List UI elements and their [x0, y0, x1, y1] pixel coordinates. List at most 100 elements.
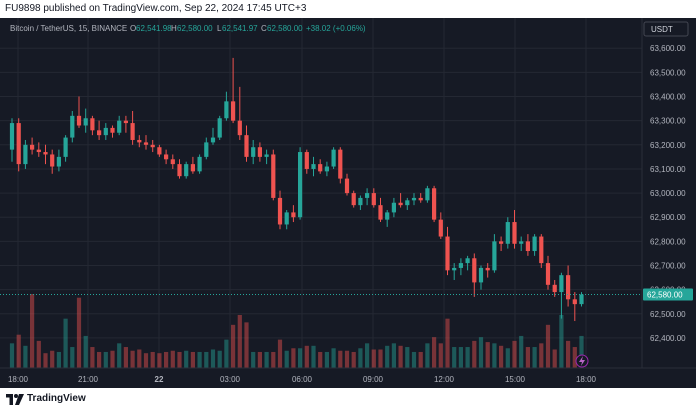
candle — [277, 190, 283, 230]
volume-bar — [70, 347, 75, 368]
candle — [298, 147, 303, 220]
candle — [30, 137, 35, 155]
candle — [217, 115, 222, 140]
candle-body — [338, 149, 343, 179]
volume-bar — [157, 353, 162, 368]
price-tick-label: 63,600.00 — [650, 44, 686, 53]
volume-bar — [438, 343, 443, 368]
candle-body — [311, 164, 316, 169]
candle — [117, 115, 122, 136]
volume-bar — [130, 350, 135, 368]
price-tick-label: 62,400.00 — [650, 334, 686, 343]
volume-bar — [432, 337, 437, 368]
candle-body — [391, 202, 396, 213]
candle-body — [552, 284, 557, 293]
price-tick-label: 63,500.00 — [650, 68, 686, 77]
chart-panel[interactable]: Bitcoin / TetherUS, 15, BINANCE O 62,541… — [0, 18, 696, 388]
candle-body — [532, 236, 537, 252]
candle — [371, 188, 376, 208]
volume-bar — [204, 351, 209, 368]
candle-body — [63, 137, 68, 157]
volume-bar — [123, 347, 128, 368]
volume-bar — [579, 335, 584, 368]
candle — [110, 125, 115, 138]
candle-body — [398, 202, 403, 206]
candle-body — [76, 115, 82, 126]
volume-bar — [371, 349, 376, 368]
candle-body — [143, 142, 149, 145]
volume-bar — [50, 350, 55, 368]
volume-bar — [298, 348, 303, 368]
currency-button[interactable] — [643, 21, 689, 37]
volume-bar — [572, 347, 577, 368]
candle-body — [351, 193, 356, 206]
time-axis[interactable]: 18:00 21:00 22 03:00 06:00 09:00 12:00 15:00 18:… — [8, 375, 597, 384]
volume-bar — [458, 347, 463, 368]
candle-body — [445, 236, 450, 271]
candle-body — [291, 212, 296, 218]
candle-body — [298, 152, 303, 218]
candle — [572, 292, 577, 322]
candle — [519, 236, 524, 252]
candle-body — [16, 123, 21, 165]
volume-bar — [291, 348, 296, 368]
volume-bar — [110, 350, 115, 368]
candle-body — [458, 263, 463, 268]
candlestick-chart[interactable]: Bitcoin / TetherUS, 15, BINANCE O 62,541… — [0, 18, 696, 388]
candle-body — [237, 120, 242, 136]
price-tick-label: 63,100.00 — [650, 165, 686, 174]
volume-bar — [445, 318, 450, 368]
candle — [418, 193, 423, 203]
volume-bar — [56, 351, 61, 368]
volume-bar — [525, 347, 530, 368]
candle-body — [50, 154, 55, 167]
volume-bar — [539, 343, 544, 368]
volume-bar — [23, 345, 28, 368]
volume-bar — [358, 348, 363, 368]
candle — [257, 142, 262, 162]
candle-body — [425, 188, 430, 201]
candle-body — [184, 164, 189, 177]
volume-bar — [30, 294, 35, 368]
price-tick-label: 62,900.00 — [650, 213, 686, 222]
volume-bar — [137, 349, 142, 368]
candles — [9, 57, 584, 322]
ohlc-c-value: 62,580.00 — [267, 24, 303, 33]
candle — [204, 137, 209, 160]
ohlc-l-value: 62,541.97 — [222, 24, 258, 33]
lightning-icon[interactable] — [575, 354, 589, 368]
candle-body — [485, 267, 490, 271]
currency-label: USDT — [651, 25, 673, 34]
volume-bar — [43, 353, 48, 368]
candle-body — [318, 164, 323, 172]
candle-body — [432, 188, 437, 220]
candle-body — [90, 118, 95, 131]
candle-body — [378, 205, 383, 220]
candle-body — [271, 154, 276, 198]
candle-body — [150, 144, 155, 148]
volume-bar — [472, 340, 477, 368]
volume-bar — [351, 351, 356, 368]
candle-body — [137, 139, 142, 143]
volume-bar — [170, 350, 175, 368]
volume-bar — [318, 351, 323, 368]
ohlc-c-label: C — [261, 24, 267, 33]
candle-body — [251, 147, 256, 157]
candle — [197, 154, 202, 174]
candle — [365, 188, 370, 206]
candle — [539, 234, 544, 268]
ohlc-o-label: O — [130, 24, 136, 33]
price-tick-label: 63,200.00 — [650, 141, 686, 150]
footer-bar: TradingView — [0, 388, 696, 411]
volume-bar — [103, 351, 108, 368]
candle — [559, 272, 564, 319]
candle — [318, 159, 323, 174]
volume-bar — [251, 351, 256, 368]
candle — [210, 127, 216, 145]
candle-body — [438, 219, 443, 237]
candle — [545, 255, 551, 290]
volume-bar — [331, 348, 336, 368]
candle-body — [499, 241, 504, 244]
volume-bar — [478, 337, 484, 368]
candle — [16, 118, 21, 172]
